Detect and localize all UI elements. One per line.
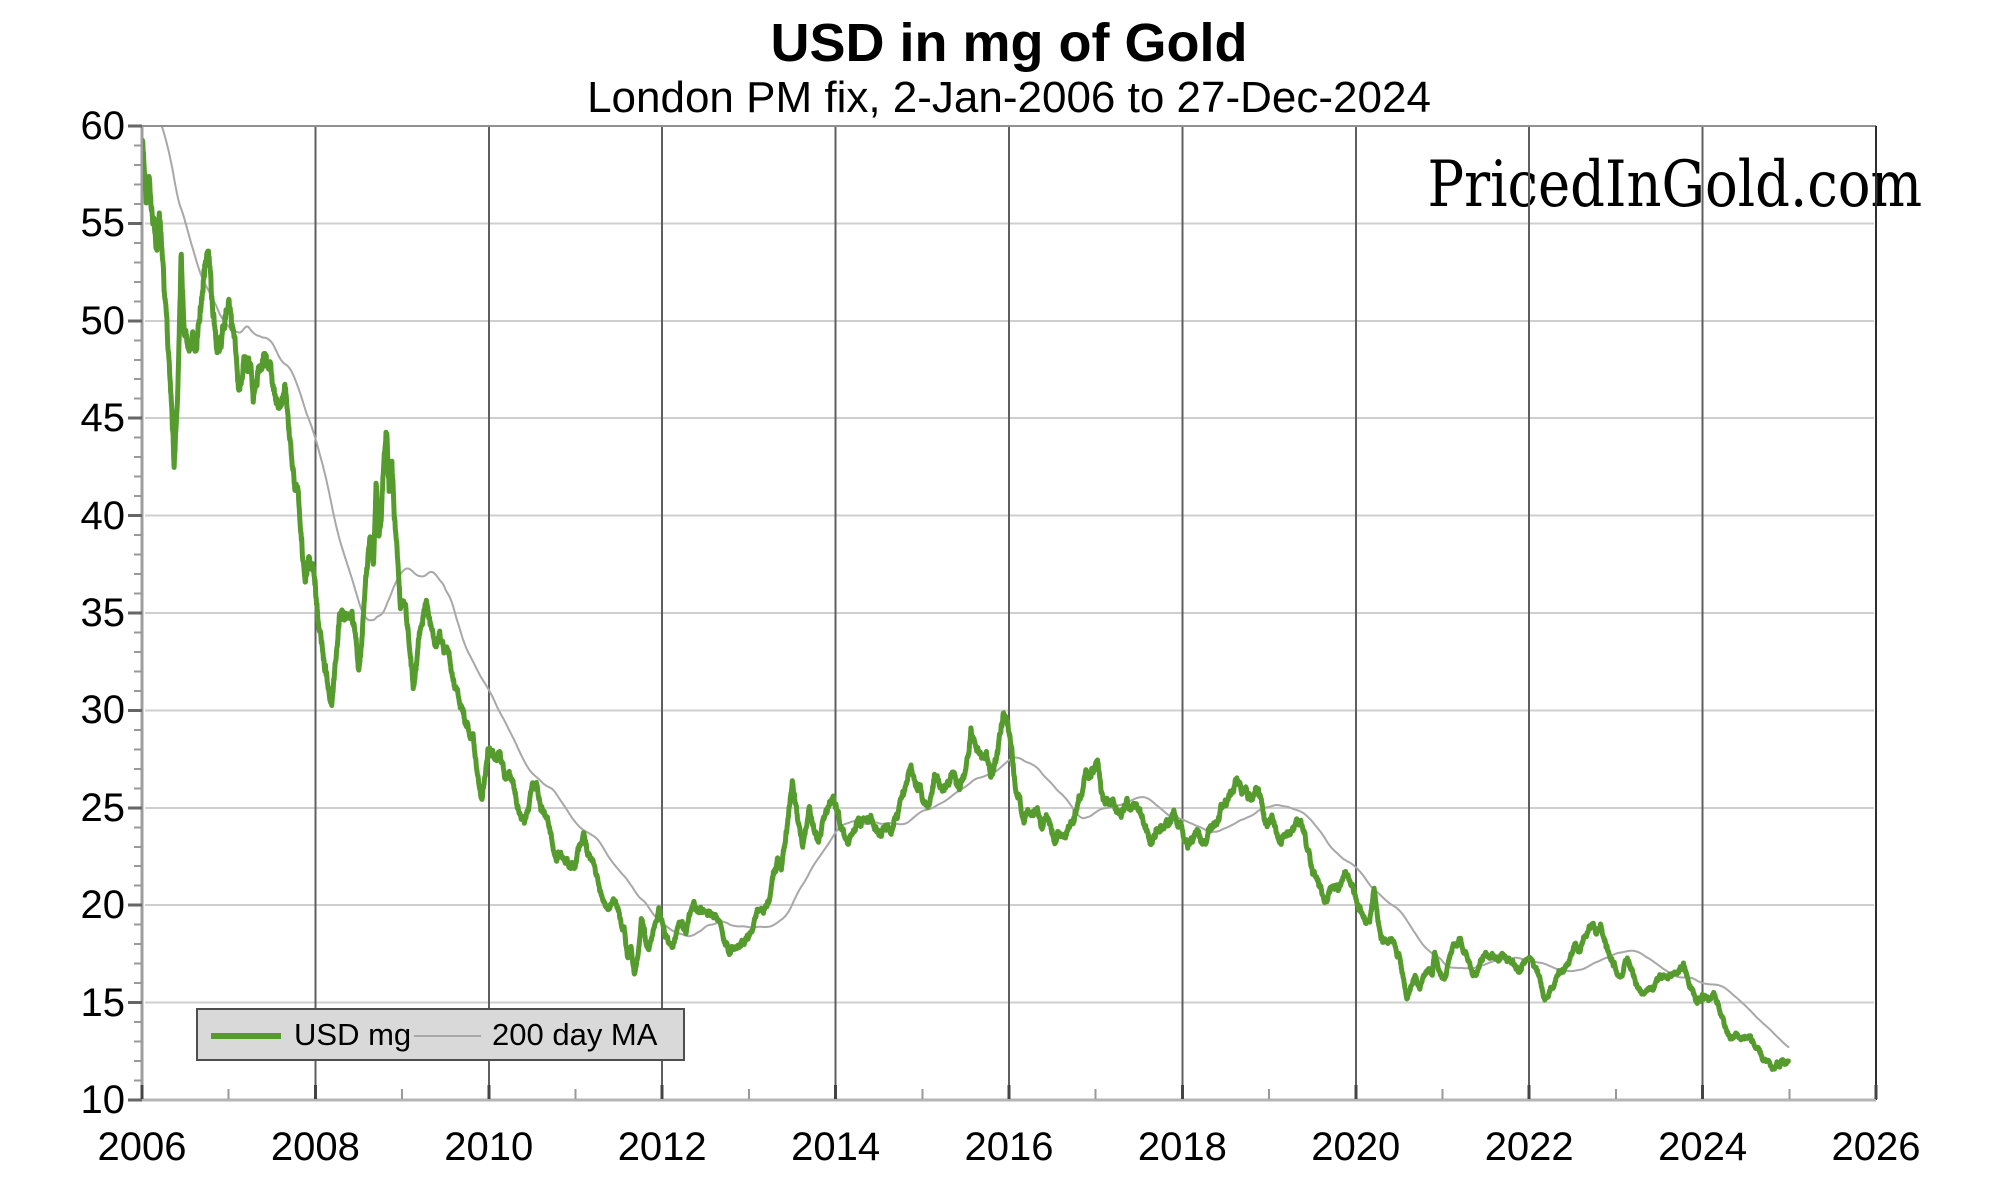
ma-line: [160, 127, 1790, 1048]
legend-label-200-day-ma: 200 day MA: [492, 1017, 658, 1052]
legend-label-usd-mg: USD mg: [294, 1017, 412, 1052]
chart-subtitle: London PM fix, 2-Jan-2006 to 27-Dec-2024: [587, 73, 1431, 122]
legend: USD mg 200 day MA: [196, 1008, 685, 1061]
legend-swatch-200-day-ma: [414, 1035, 481, 1037]
legend-swatch-usd-mg: [211, 1033, 281, 1039]
chart-title: USD in mg of Gold: [770, 13, 1248, 73]
usd-mg-line: [143, 137, 1791, 1072]
